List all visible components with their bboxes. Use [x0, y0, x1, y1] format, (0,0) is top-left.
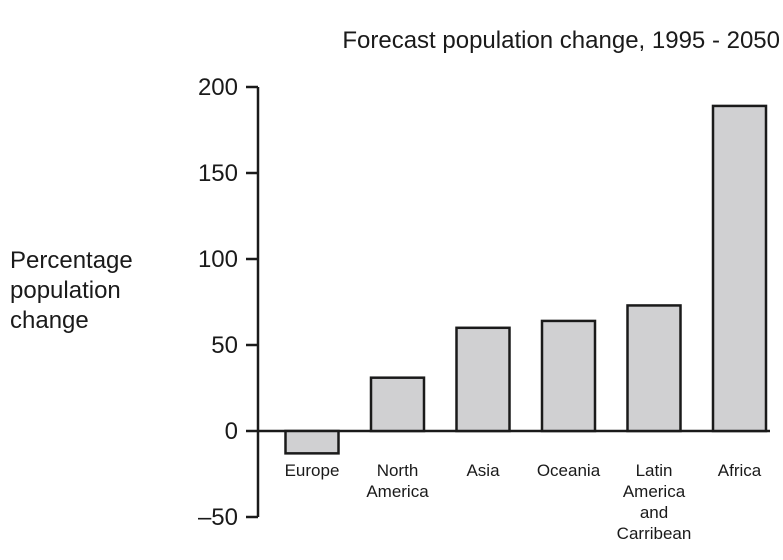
x-category-label-line: America — [623, 482, 686, 501]
y-tick-label: 150 — [198, 160, 238, 187]
x-category-label-line: North — [377, 461, 419, 480]
x-category-label-line: America — [366, 482, 429, 501]
axes — [256, 87, 770, 517]
y-tick-label: 50 — [211, 332, 238, 359]
x-category-label: Asia — [466, 461, 500, 480]
bar — [455, 326, 511, 433]
bar — [711, 104, 768, 433]
x-category-label-line: Carribean — [617, 524, 692, 543]
bars — [284, 104, 768, 455]
y-tick-label: 100 — [198, 246, 238, 273]
x-category-label-line: Asia — [466, 461, 500, 480]
x-category-label: Latin America and Carribean — [617, 461, 692, 543]
chart-title: Forecast population change, 1995 - 2050 — [342, 27, 780, 54]
bar — [369, 376, 426, 433]
x-category-label-line: Latin — [636, 461, 673, 480]
x-category-label: North America — [366, 461, 429, 501]
y-tick-label: –50 — [198, 504, 238, 531]
y-axis-label-line: change — [10, 307, 89, 334]
x-category-label-line: Africa — [718, 461, 762, 480]
x-category-label-line: Europe — [285, 461, 340, 480]
y-tick-label: 0 — [225, 418, 238, 445]
bar — [540, 319, 597, 433]
bar — [284, 429, 340, 455]
x-category-label: Europe — [285, 461, 340, 480]
bar — [626, 304, 682, 433]
x-category-label-line: Oceania — [537, 461, 601, 480]
y-ticks: 200 150 100 50 0 –50 — [198, 74, 258, 531]
y-tick-label: 200 — [198, 74, 238, 101]
x-category-label: Oceania — [537, 461, 601, 480]
x-category-label: Africa — [718, 461, 762, 480]
y-axis-label-line: Percentage — [10, 247, 133, 274]
y-axis-label-line: population — [10, 277, 121, 304]
x-category-label-line: and — [640, 503, 668, 522]
category-labels: Europe North America Asia Oceania Latin Americ… — [285, 461, 762, 543]
y-axis-label: Percentage population change — [10, 246, 170, 336]
